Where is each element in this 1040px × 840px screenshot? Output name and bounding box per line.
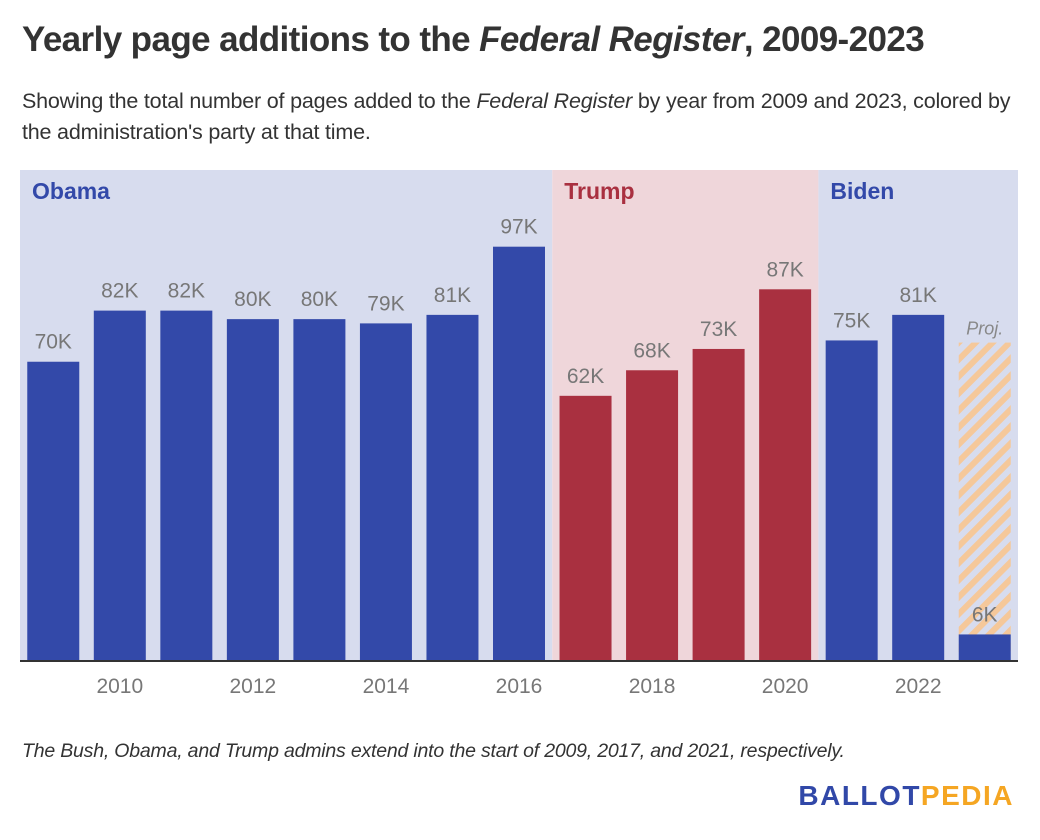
value-label-2009: 70K xyxy=(35,331,72,354)
bar-chart: Obama Trump Biden Proj. 70K 82K 82K 80K 80K 79K 8… xyxy=(20,170,1018,698)
value-label-2018: 68K xyxy=(633,339,670,362)
bar-2017 xyxy=(559,395,612,660)
bar-2013 xyxy=(293,319,346,660)
bar-2023 xyxy=(958,634,1011,660)
value-label-2019: 73K xyxy=(700,318,737,341)
value-label-2013: 80K xyxy=(301,288,338,311)
bar-2014 xyxy=(359,323,412,660)
value-label-2022: 81K xyxy=(900,284,937,307)
bar-2019 xyxy=(692,348,745,660)
bars xyxy=(27,246,1011,660)
admin-label-obama: Obama xyxy=(32,178,110,204)
title-text: Yearly page additions to the xyxy=(22,20,480,59)
value-label-2014: 79K xyxy=(367,292,404,315)
chart-subtitle: Showing the total number of pages added … xyxy=(22,86,1032,148)
projection-label: Proj. xyxy=(966,319,1003,339)
admin-label-trump: Trump xyxy=(564,178,634,204)
admin-label-biden: Biden xyxy=(830,178,894,204)
subtitle-emphasis: Federal Register xyxy=(476,89,633,113)
value-label-2010: 82K xyxy=(101,280,138,303)
bar-2020 xyxy=(759,289,812,660)
bar-2011 xyxy=(160,310,213,660)
chart-title: Yearly page additions to the Federal Reg… xyxy=(22,20,925,60)
logo-part-ballot: BALLOT xyxy=(798,780,921,811)
value-label-2021: 75K xyxy=(833,309,870,332)
x-tick-2022: 2022 xyxy=(895,675,942,698)
x-tick-2018: 2018 xyxy=(629,675,676,698)
bar-2022 xyxy=(892,314,945,660)
value-label-2016: 97K xyxy=(500,216,537,239)
value-label-2011: 82K xyxy=(168,280,205,303)
x-tick-2012: 2012 xyxy=(230,675,277,698)
bar-2021 xyxy=(825,340,878,660)
bar-2010 xyxy=(93,310,146,660)
bar-2016 xyxy=(493,246,545,660)
bar-2009 xyxy=(27,361,80,660)
value-label-2017: 62K xyxy=(567,365,604,388)
x-axis: 2010 2012 2014 2016 2018 2020 2022 xyxy=(20,660,1018,698)
value-labels: Proj. 70K 82K 82K 80K 80K 79K 81K 97K 62K 68K 73K 87… xyxy=(35,216,1004,627)
value-label-2012: 80K xyxy=(234,288,271,311)
title-text-end: , 2009-2023 xyxy=(743,20,925,59)
value-label-2015: 81K xyxy=(434,284,471,307)
bar-2015 xyxy=(426,314,479,660)
x-tick-2010: 2010 xyxy=(96,675,143,698)
ballotpedia-logo: BALLOTPEDIA xyxy=(798,780,1014,812)
title-emphasis: Federal Register xyxy=(479,20,744,59)
bar-2018 xyxy=(626,370,679,660)
x-tick-2016: 2016 xyxy=(496,675,543,698)
value-label-2023: 6K xyxy=(972,603,998,626)
projection-bar xyxy=(958,342,1011,660)
subtitle-text-end: by year from 2009 and 2023, colored by t… xyxy=(22,89,1011,144)
footnote: The Bush, Obama, and Trump admins extend… xyxy=(22,740,845,762)
x-tick-2014: 2014 xyxy=(363,675,410,698)
x-tick-2020: 2020 xyxy=(762,675,809,698)
subtitle-text: Showing the total number of pages added … xyxy=(22,89,477,113)
value-label-2020: 87K xyxy=(766,258,803,281)
logo-part-pedia: PEDIA xyxy=(920,780,1014,811)
bar-2012 xyxy=(226,319,279,660)
